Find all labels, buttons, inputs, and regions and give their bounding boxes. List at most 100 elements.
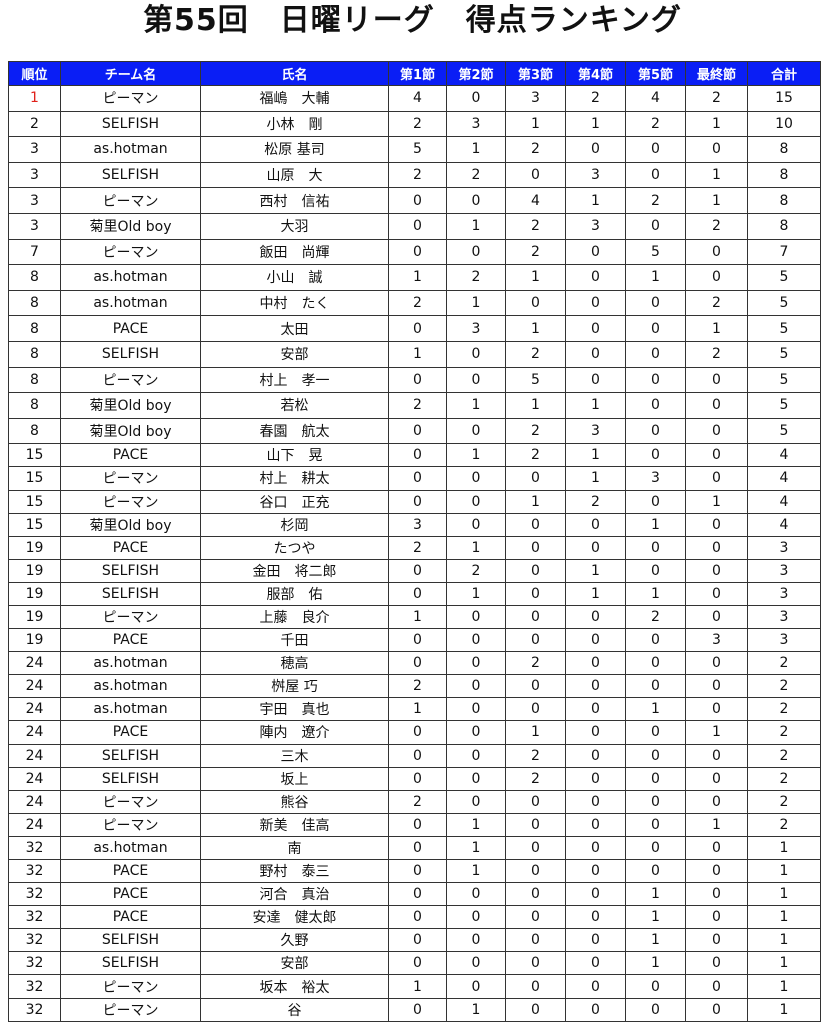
cell-team: SELFISH: [60, 110, 201, 138]
cell-round-1: 2: [388, 289, 447, 317]
cell-round-3: 0: [505, 581, 566, 606]
table-row: 32 SELFISH 安部 0 0 0 0 1 0 1: [8, 951, 821, 976]
cell-final-round: 0: [685, 466, 748, 491]
cell-team: PACE: [60, 443, 201, 468]
cell-rank: 32: [8, 882, 61, 907]
cell-rank: 32: [8, 997, 61, 1022]
cell-round-3: 2: [505, 340, 566, 368]
cell-team: PACE: [60, 882, 201, 907]
cell-round-4: 0: [565, 951, 626, 976]
cell-team: SELFISH: [60, 928, 201, 953]
cell-round-4: 1: [565, 110, 626, 138]
cell-round-1: 0: [388, 835, 447, 861]
cell-total: 3: [747, 604, 821, 630]
cell-total: 4: [747, 489, 821, 514]
cell-player: 中村 たく: [200, 289, 389, 317]
cell-team: PACE: [60, 858, 201, 884]
cell-round-4: 0: [565, 535, 626, 560]
cell-player: 太田: [200, 315, 389, 342]
table-row: 15 菊里Old boy 杉岡 3 0 0 0 1 0 4: [8, 512, 821, 537]
cell-round-1: 0: [388, 212, 447, 240]
cell-final-round: 0: [685, 264, 748, 291]
table-row: 24 SELFISH 三木 0 0 2 0 0 0 2: [8, 743, 821, 768]
table-row: 19 ピーマン 上藤 良介 1 0 0 0 2 0 3: [8, 604, 821, 630]
cell-round-3: 1: [505, 315, 566, 342]
cell-final-round: 2: [685, 85, 748, 112]
cell-round-2: 1: [446, 392, 506, 419]
cell-round-3: 1: [505, 489, 566, 514]
cell-final-round: 0: [685, 674, 748, 699]
cell-total: 3: [747, 581, 821, 606]
cell-player: 久野: [200, 928, 389, 953]
cell-round-5: 1: [625, 905, 686, 930]
cell-round-3: 2: [505, 443, 566, 468]
cell-final-round: 1: [685, 489, 748, 514]
cell-round-1: 0: [388, 489, 447, 514]
table-row: 32 PACE 安達 健太郎 0 0 0 0 1 0 1: [8, 905, 821, 930]
cell-final-round: 0: [685, 604, 748, 630]
cell-round-5: 0: [625, 535, 686, 560]
cell-team: PACE: [60, 905, 201, 930]
cell-round-5: 0: [625, 558, 686, 583]
table-row: 32 PACE 河合 真治 0 0 0 0 1 0 1: [8, 882, 821, 907]
cell-round-2: 1: [446, 212, 506, 240]
cell-round-1: 0: [388, 720, 447, 745]
cell-team: ピーマン: [60, 812, 201, 837]
cell-round-5: 2: [625, 187, 686, 214]
table-header: 順位 チーム名 氏名 第1節 第2節 第3節 第4節 第5節 最終節 合計: [8, 61, 821, 86]
cell-round-1: 2: [388, 535, 447, 560]
cell-round-5: 0: [625, 997, 686, 1022]
cell-team: as.hotman: [60, 835, 201, 861]
cell-final-round: 0: [685, 789, 748, 814]
table-row: 32 as.hotman 南 0 1 0 0 0 0 1: [8, 835, 821, 861]
cell-round-4: 0: [565, 366, 626, 394]
cell-total: 8: [747, 187, 821, 214]
cell-total: 8: [747, 161, 821, 189]
table-row: 3 菊里Old boy 大羽 0 1 2 3 0 2 8: [8, 212, 821, 240]
cell-team: as.hotman: [60, 136, 201, 163]
cell-team: ピーマン: [60, 489, 201, 514]
cell-rank: 8: [8, 264, 61, 291]
table-row: 2 SELFISH 小林 剛 2 3 1 1 2 1 10: [8, 110, 821, 138]
cell-final-round: 0: [685, 443, 748, 468]
cell-round-5: 1: [625, 581, 686, 606]
cell-round-4: 0: [565, 697, 626, 722]
table-row: 24 SELFISH 坂上 0 0 2 0 0 0 2: [8, 766, 821, 791]
cell-final-round: 0: [685, 581, 748, 606]
cell-player: 坂上: [200, 766, 389, 791]
cell-total: 1: [747, 882, 821, 907]
cell-round-3: 0: [505, 558, 566, 583]
table-row: 3 ピーマン 西村 信祐 0 0 4 1 2 1 8: [8, 187, 821, 214]
cell-round-4: 0: [565, 974, 626, 999]
cell-player: 野村 泰三: [200, 858, 389, 884]
cell-final-round: 1: [685, 161, 748, 189]
cell-total: 5: [747, 417, 821, 445]
cell-round-3: 2: [505, 238, 566, 266]
cell-round-1: 0: [388, 928, 447, 953]
cell-round-3: 0: [505, 674, 566, 699]
cell-round-4: 0: [565, 789, 626, 814]
cell-rank: 24: [8, 789, 61, 814]
cell-team: ピーマン: [60, 187, 201, 214]
cell-round-1: 0: [388, 366, 447, 394]
cell-round-1: 0: [388, 558, 447, 583]
cell-player: 宇田 真也: [200, 697, 389, 722]
cell-round-4: 0: [565, 928, 626, 953]
cell-round-4: 0: [565, 674, 626, 699]
cell-round-3: 0: [505, 997, 566, 1022]
cell-total: 5: [747, 392, 821, 419]
cell-round-3: 1: [505, 264, 566, 291]
header-total: 合計: [747, 61, 821, 86]
cell-final-round: 2: [685, 340, 748, 368]
cell-round-4: 3: [565, 212, 626, 240]
cell-round-1: 0: [388, 766, 447, 791]
cell-rank: 24: [8, 651, 61, 676]
cell-round-3: 0: [505, 974, 566, 999]
cell-round-3: 0: [505, 289, 566, 317]
cell-round-4: 0: [565, 905, 626, 930]
cell-round-1: 2: [388, 161, 447, 189]
table-row: 8 SELFISH 安部 1 0 2 0 0 2 5: [8, 340, 821, 368]
header-round-4: 第4節: [565, 61, 626, 86]
cell-rank: 1: [8, 85, 61, 112]
cell-round-4: 0: [565, 858, 626, 884]
